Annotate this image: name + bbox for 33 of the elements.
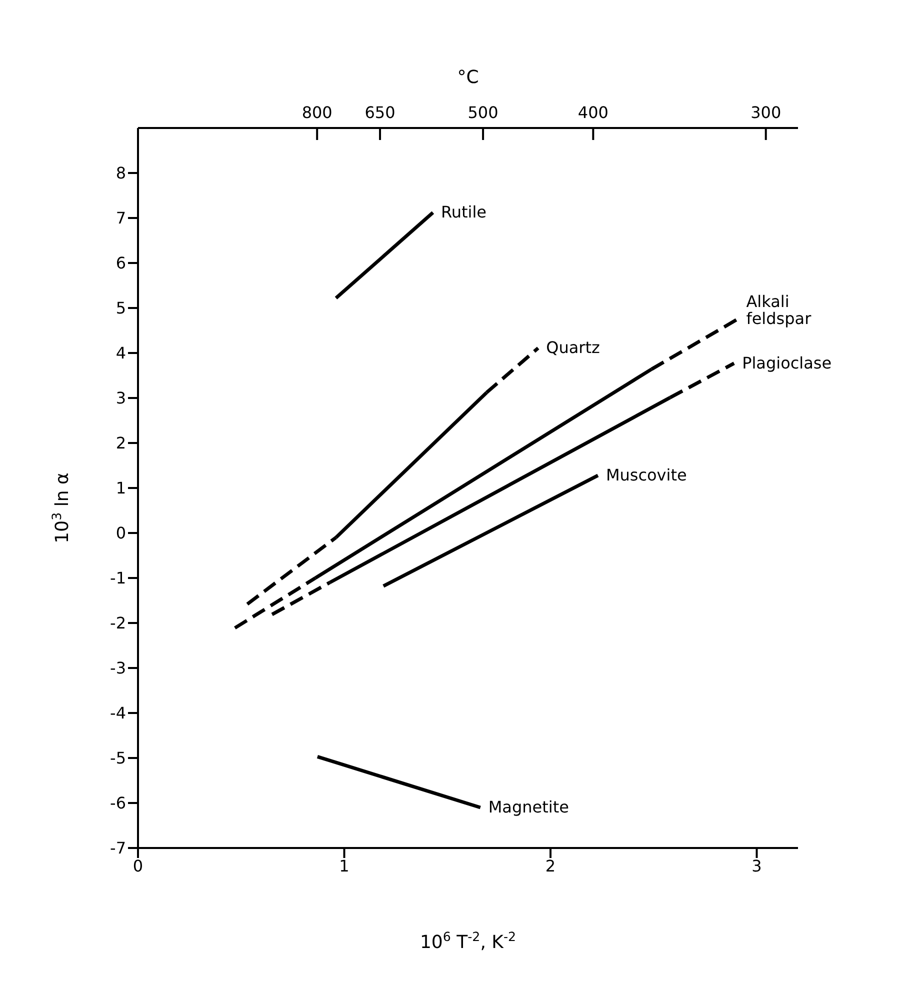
series-label: Plagioclase — [742, 353, 832, 372]
y-tick-label: 7 — [116, 208, 126, 228]
text: 650 — [364, 103, 396, 122]
x-tick-label: 1 — [339, 856, 350, 876]
y-tick-label: -4 — [110, 704, 126, 723]
y-tick-label: 4 — [116, 344, 126, 363]
series-label: Rutile — [440, 202, 486, 222]
text: 800 — [302, 103, 332, 122]
series-label: Muscovite — [606, 465, 687, 484]
x-tick-label: 3 — [752, 856, 762, 876]
series-label: Magnetite — [488, 798, 569, 816]
y-tick-label: -5 — [110, 748, 126, 768]
x2-axis-title: °C — [457, 67, 479, 88]
y-tick-label: -7 — [110, 838, 126, 858]
x-axis-title: 10$^{6}$ T$^{-2}$, K$^{-2}$ — [420, 928, 516, 953]
x-tick-label: 2 — [545, 856, 556, 876]
text: 500 — [468, 103, 498, 122]
x-tick-label: 0 — [132, 856, 144, 876]
y-tick-label: 3 — [116, 388, 126, 408]
y-tick-label: -6 — [110, 794, 126, 813]
series-label: Alkali feldspar — [746, 292, 812, 328]
text: 400 — [578, 103, 608, 122]
y-tick-label: 6 — [116, 254, 126, 273]
y-tick-label: 0 — [116, 524, 126, 543]
y-tick-label: -3 — [110, 658, 126, 678]
series-label: Quartz — [546, 338, 600, 358]
y-tick-label: -1 — [110, 568, 126, 588]
text: 300 — [750, 103, 782, 122]
y-tick-label: -2 — [110, 614, 126, 633]
y-tick-label: 8 — [116, 164, 126, 183]
y-tick-label: 5 — [116, 298, 126, 318]
y-tick-label: 2 — [116, 434, 126, 453]
y-tick-label: 1 — [116, 478, 126, 498]
